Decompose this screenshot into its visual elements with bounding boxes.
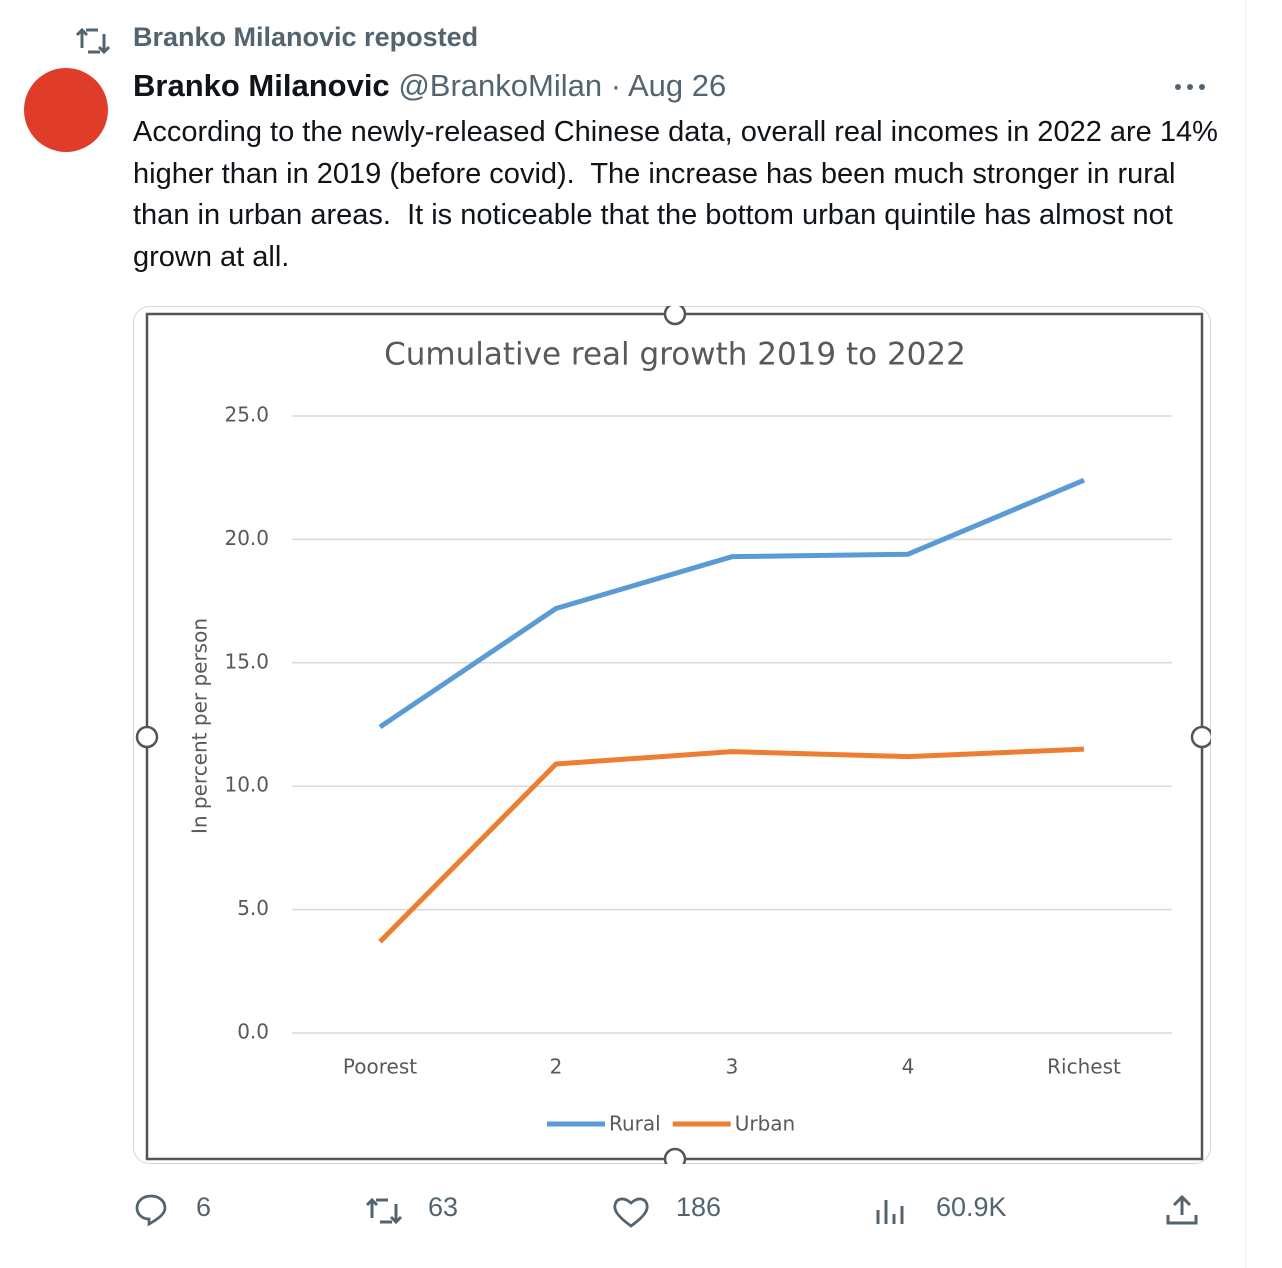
y-tick-label: 10.0 [224,773,269,797]
y-tick-label: 15.0 [224,649,269,673]
y-tick-label: 20.0 [224,526,269,550]
avatar[interactable] [24,68,108,152]
reply-icon[interactable] [134,1193,170,1227]
y-tick-label: 5.0 [237,896,269,920]
chart-title: Cumulative real growth 2019 to 2022 [384,337,966,373]
tweet-date[interactable]: Aug 26 [627,68,727,103]
more-button[interactable] [1172,80,1208,94]
reply-count[interactable]: 6 [196,1192,212,1222]
legend-label: Rural [609,1112,661,1136]
tweet-header: Branko Milanovic @BrankoMilan · Aug 26 [133,68,727,103]
chart-frame [133,306,1211,1164]
y-axis-label: In percent per person [188,618,212,834]
tweet-text: According to the newly-released Chinese … [133,116,1226,273]
x-tick-label: 3 [726,1055,739,1079]
legend-label: Urban [735,1112,796,1136]
data-line [378,477,1085,730]
like-count[interactable]: 186 [676,1192,722,1222]
column-border [1245,0,1246,1268]
data-line [378,746,1085,944]
handle [663,1147,687,1164]
x-tick-label: Poorest [343,1055,417,1079]
repost-icon [76,27,110,55]
repost-count[interactable]: 63 [428,1192,459,1222]
y-tick-label: 25.0 [224,403,269,427]
handle [663,306,687,326]
like-icon[interactable] [612,1195,650,1229]
author-name[interactable]: Branko Milanovic [133,68,390,103]
x-tick-label: 4 [902,1055,915,1079]
repost-label[interactable]: Branko Milanovic reposted [133,22,479,52]
handle [1190,725,1211,749]
x-tick-label: Richest [1047,1055,1121,1079]
author-handle[interactable]: @BrankoMilan [398,68,603,103]
views-icon[interactable] [874,1196,908,1226]
x-tick-label: 2 [550,1055,563,1079]
handle [135,725,159,749]
y-tick-label: 0.0 [237,1020,269,1044]
view-count[interactable]: 60.9K [936,1192,1007,1222]
chart[interactable]: Cumulative real growth 2019 to 2022 In p… [133,306,1211,1164]
repost-button[interactable] [366,1196,404,1226]
share-icon[interactable] [1164,1193,1200,1227]
